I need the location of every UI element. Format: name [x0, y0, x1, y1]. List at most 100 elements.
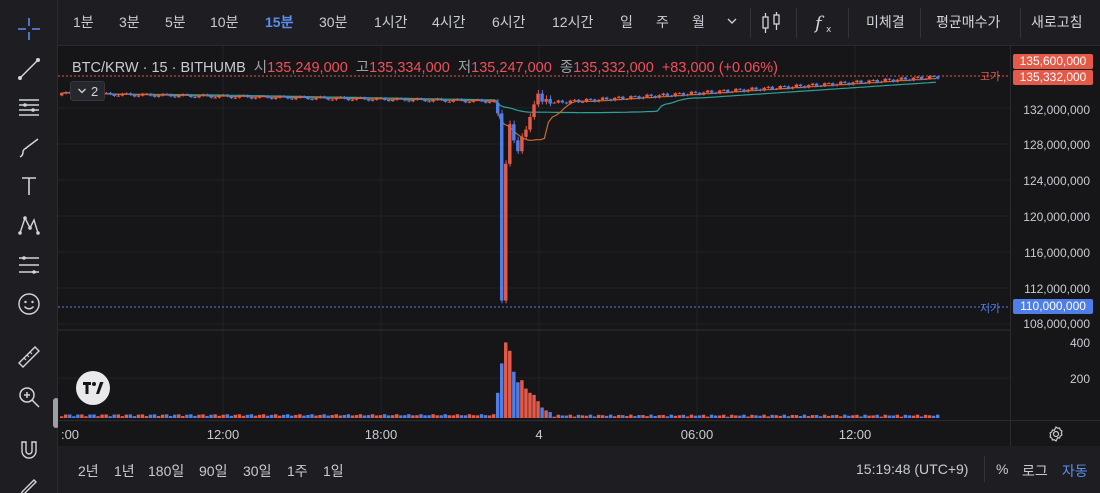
candle	[835, 84, 839, 86]
ruler-icon[interactable]	[12, 340, 46, 374]
tf-30m[interactable]: 30분	[319, 14, 348, 30]
volume-bar	[108, 416, 112, 418]
candle	[798, 84, 803, 87]
percent-toggle[interactable]: %	[996, 461, 1009, 477]
candle	[500, 113, 504, 301]
volume-bar	[459, 415, 464, 418]
magnet-icon[interactable]	[12, 434, 46, 468]
tf-week[interactable]: 주	[656, 14, 669, 30]
volume-bar	[887, 415, 891, 418]
time-label: 12:00	[206, 427, 240, 442]
range-180d[interactable]: 180일	[148, 463, 185, 479]
volume-bar	[358, 414, 363, 418]
range-30d[interactable]: 30일	[243, 463, 272, 479]
volume-bar	[354, 415, 359, 418]
volume-bar	[322, 414, 326, 418]
chevron-down-icon[interactable]	[726, 14, 738, 32]
volume-bar	[164, 414, 169, 418]
range-2y[interactable]: 2년	[78, 463, 99, 479]
zoom-in-icon[interactable]	[12, 380, 46, 414]
volume-bar	[237, 414, 242, 418]
auto-toggle[interactable]: 자동	[1062, 463, 1088, 479]
volume-bar	[338, 415, 342, 418]
volume-bar	[758, 415, 762, 418]
volume-bar	[645, 416, 649, 418]
range-1y[interactable]: 1년	[114, 463, 135, 479]
volume-bar	[423, 415, 427, 418]
tf-day[interactable]: 일	[620, 14, 633, 30]
tf-month[interactable]: 월	[692, 14, 705, 30]
log-toggle[interactable]: 로그	[1022, 463, 1048, 479]
volume-bar	[447, 415, 451, 418]
tf-3m[interactable]: 3분	[119, 14, 140, 30]
volume-bar	[572, 416, 577, 418]
candle	[483, 101, 488, 103]
clock-timezone[interactable]: 15:19:48 (UTC+9)	[856, 461, 969, 477]
volume-bar	[786, 416, 791, 418]
candle	[201, 94, 205, 96]
volume-bar	[463, 415, 468, 418]
emoji-icon[interactable]	[12, 287, 46, 321]
unfilled-orders-button[interactable]: 미체결	[866, 14, 905, 30]
candle	[245, 95, 250, 98]
candle	[282, 96, 286, 98]
volume-bar	[116, 414, 120, 418]
pattern-tool-icon[interactable]	[12, 208, 46, 242]
tf-1h[interactable]: 1시간	[374, 14, 408, 30]
volume-bar	[487, 415, 492, 418]
volume-bar	[185, 414, 189, 418]
time-axis[interactable]: :00 12:00 18:00 4 06:00 12:00	[58, 420, 1010, 446]
volume-bar	[261, 414, 266, 418]
toolbar-scrollbar[interactable]	[53, 398, 59, 428]
text-tool-icon[interactable]	[12, 169, 46, 203]
volume-bar	[221, 414, 225, 418]
volume-bar	[657, 415, 661, 418]
indicator-toggle[interactable]: 2	[70, 81, 106, 101]
refresh-button[interactable]: 새로고침	[1031, 14, 1083, 30]
price-axis[interactable]: 132,000,000 128,000,000 124,000,000 120,…	[1010, 46, 1100, 420]
tf-15m[interactable]: 15분	[265, 14, 294, 30]
range-1w[interactable]: 1주	[287, 463, 308, 479]
settings-gear-icon[interactable]	[1047, 425, 1065, 443]
candle	[532, 104, 536, 117]
candle	[657, 95, 661, 98]
volume-bar	[112, 414, 116, 418]
candle-type-icon[interactable]	[760, 10, 782, 41]
trend-line-icon[interactable]	[12, 52, 46, 86]
volume-bar	[798, 416, 803, 418]
avg-price-button[interactable]: 평균매수가	[936, 14, 1001, 30]
volume-bar	[681, 414, 686, 418]
candle	[782, 86, 787, 88]
candle	[641, 97, 645, 99]
tf-10m[interactable]: 10분	[210, 14, 239, 30]
range-90d[interactable]: 90일	[199, 463, 228, 479]
candle	[548, 99, 552, 104]
chart-pane[interactable]: BTC/KRW · 15 · BITHUMB 시135,249,000 고135…	[58, 46, 1010, 420]
candle	[60, 93, 64, 96]
volume-bar	[766, 416, 770, 418]
chart-settings[interactable]	[1010, 420, 1100, 446]
tf-6h[interactable]: 6시간	[492, 14, 526, 30]
tf-1m[interactable]: 1분	[73, 14, 94, 30]
volume-bar	[277, 415, 282, 418]
volume-bar	[128, 414, 133, 418]
horizontal-lines-icon[interactable]	[12, 90, 46, 124]
candle	[883, 78, 887, 82]
candle	[185, 94, 189, 96]
volume-bar	[552, 416, 556, 418]
pencil-icon[interactable]	[12, 470, 46, 493]
tf-5m[interactable]: 5분	[165, 14, 186, 30]
tradingview-logo[interactable]	[76, 371, 110, 405]
tf-4h[interactable]: 4시간	[432, 14, 466, 30]
close-value: 135,332,000	[573, 60, 654, 76]
volume-bar	[72, 416, 76, 418]
volume-bar	[746, 416, 750, 418]
crosshair-icon[interactable]	[12, 12, 46, 46]
fib-tool-icon[interactable]	[12, 248, 46, 282]
low-price-tag: 110,000,000	[1013, 299, 1093, 314]
candle	[633, 96, 637, 98]
brush-icon[interactable]	[12, 131, 46, 165]
range-1d[interactable]: 1일	[323, 463, 344, 479]
tf-12h[interactable]: 12시간	[552, 14, 594, 30]
